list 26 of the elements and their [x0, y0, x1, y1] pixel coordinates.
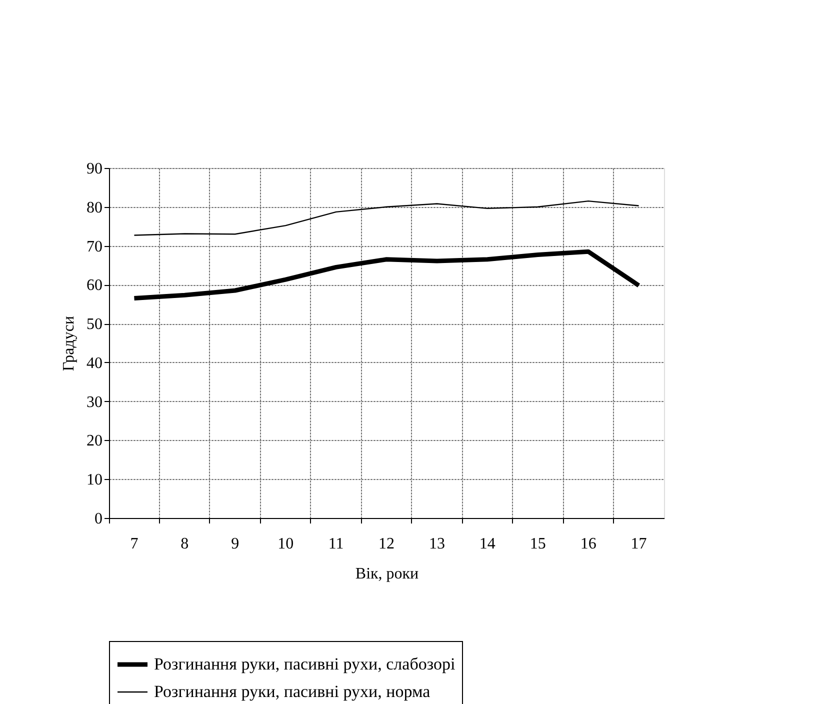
- legend-label: Розгинання руки, пасивні рухи, норма: [154, 682, 431, 701]
- y-tick-label: 90: [86, 160, 102, 178]
- y-tick-label: 60: [86, 277, 102, 294]
- y-tick-label: 20: [86, 432, 102, 450]
- x-tick-label: 13: [428, 536, 445, 552]
- x-tick-label: 7: [130, 536, 138, 552]
- x-tick-label: 16: [580, 536, 596, 552]
- line-series: [134, 200, 640, 236]
- x-tick-label: 11: [328, 536, 344, 552]
- y-tick-label: 50: [86, 316, 102, 334]
- y-axis-title: Градуси: [60, 315, 78, 372]
- x-tick-label: 15: [530, 536, 546, 552]
- legend-label: Розгинання руки, пасивні рухи, слабозорі: [154, 654, 456, 674]
- x-tick-label: 10: [278, 536, 294, 552]
- y-tick-label: 30: [86, 394, 102, 411]
- x-tick-label: 8: [180, 536, 189, 552]
- x-tick-label: 14: [479, 536, 496, 552]
- x-axis-title: Вік, роки: [355, 566, 420, 582]
- x-tick-label: 17: [630, 536, 647, 552]
- y-tick-label: 10: [86, 472, 102, 489]
- y-tick-label: 70: [86, 238, 102, 256]
- y-tick-label: 0: [94, 510, 102, 528]
- y-tick-label: 80: [86, 199, 102, 216]
- x-tick-label: 9: [231, 536, 240, 552]
- x-tick-label: 12: [378, 536, 394, 552]
- y-tick-label: 40: [86, 354, 102, 372]
